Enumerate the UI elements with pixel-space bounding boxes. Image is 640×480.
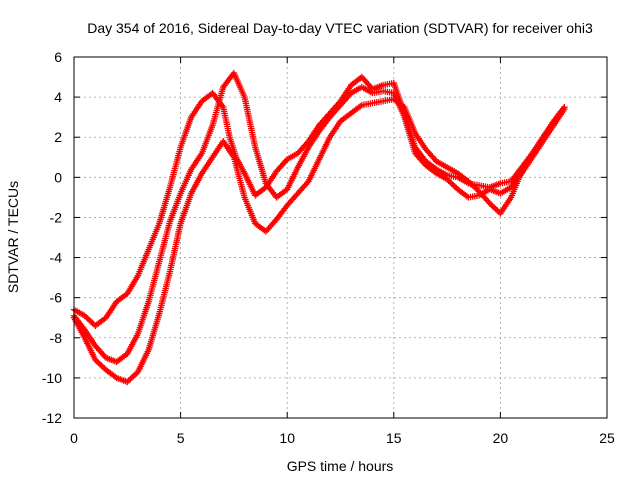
y-tick-label: 2	[54, 129, 62, 145]
axis-ticks	[73, 56, 608, 419]
y-axis-label: SDTVAR / TECUs	[5, 181, 21, 293]
series-track-1	[70, 73, 568, 329]
y-tick-label: 0	[54, 169, 62, 185]
x-tick-label: 10	[279, 430, 295, 446]
y-tick-label: 4	[54, 89, 62, 105]
series-track-2	[70, 69, 568, 366]
y-tick-label: 6	[54, 49, 62, 65]
x-tick-label: 0	[70, 430, 78, 446]
y-tick-label: -12	[42, 410, 62, 426]
data-point	[561, 103, 568, 111]
y-tick-label: -2	[50, 209, 63, 225]
y-tick-label: -6	[50, 290, 63, 306]
x-tick-label: 15	[386, 430, 402, 446]
y-tick-label: -8	[50, 330, 63, 346]
x-tick-label: 25	[599, 430, 615, 446]
y-tick-label: -4	[50, 250, 63, 266]
series-track-3	[70, 95, 568, 386]
x-tick-label: 20	[493, 430, 509, 446]
chart-title: Day 354 of 2016, Sidereal Day-to-day VTE…	[87, 20, 593, 36]
x-tick-label: 5	[177, 430, 185, 446]
plot-frame	[73, 56, 608, 419]
x-axis-label: GPS time / hours	[287, 458, 394, 474]
y-tick-label: -10	[42, 370, 62, 386]
data-points	[70, 69, 568, 386]
